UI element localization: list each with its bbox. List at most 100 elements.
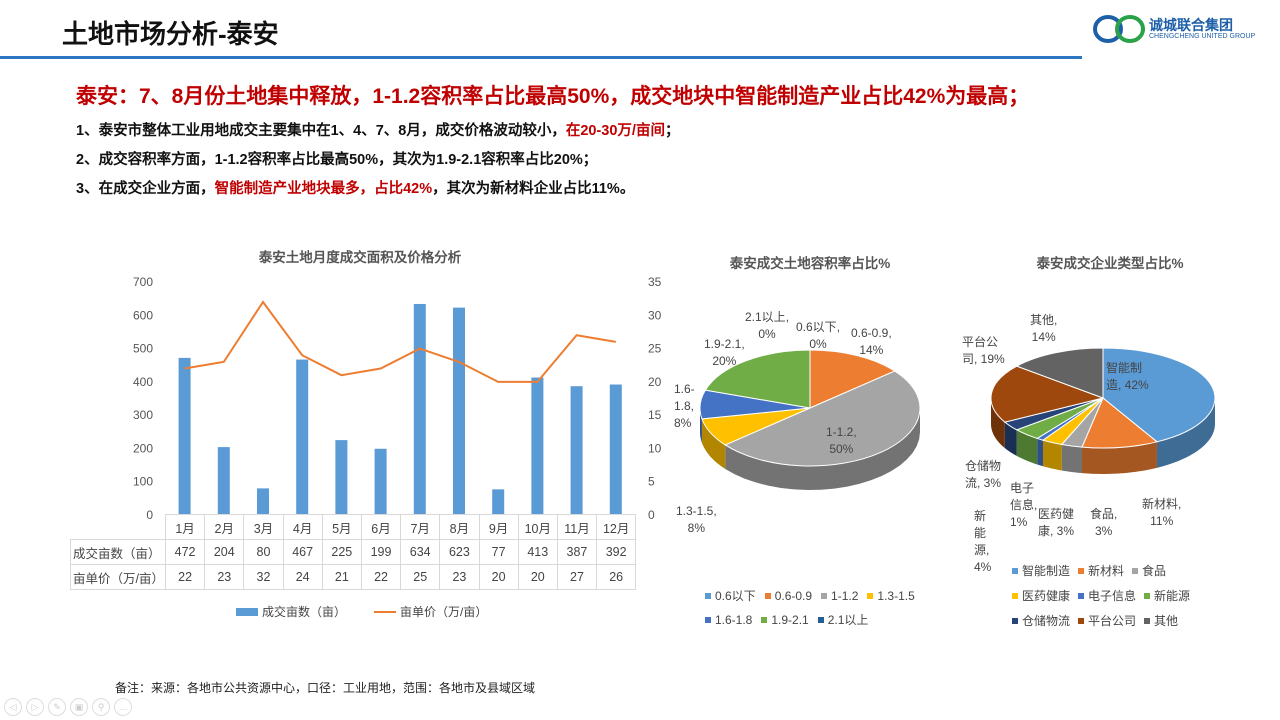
chart-data-table: 1月 2月 3月 4月 5月 6月 7月 8月 9月 10月 11月 12月 成交亩数（亩） 472 20… — [70, 514, 637, 590]
legend-swatch — [1078, 617, 1085, 624]
right-axis-tick: 20 — [648, 375, 662, 389]
left-axis-tick: 600 — [133, 308, 153, 322]
pie1-label-1-1.2: 1-1.2, 50% — [826, 425, 857, 456]
pie2-label-仓储物流: 仓储物 流, 3% — [965, 459, 1002, 490]
price-cell: 27 — [556, 564, 598, 590]
legend-label: 医药健康 — [1022, 589, 1071, 603]
industry-pie-chart — [990, 347, 1216, 474]
price-cell: 25 — [400, 564, 441, 590]
logo-text: 诚城联合集团 — [1149, 17, 1233, 33]
slice-side-新材料 — [1082, 441, 1157, 474]
slides-icon[interactable]: ▣ — [70, 698, 88, 716]
area-cell: 413 — [517, 539, 558, 565]
legend-item: 2.1以上 — [817, 611, 868, 628]
month-label: 3月 — [243, 514, 284, 540]
legend-item: 0.6以下 — [705, 587, 756, 604]
price-cell: 21 — [321, 564, 362, 590]
pie2-label-智能制造: 智能制 造, 42% — [1106, 361, 1149, 392]
pie2-label-电子信息: 电子 信息, 1% — [1010, 481, 1038, 529]
legend-swatch — [1132, 567, 1139, 574]
area-cell: 392 — [596, 539, 637, 565]
legend-swatch — [1144, 592, 1151, 599]
point-text: 2、成交容积率方面，1-1.2容积率占比最高50%，其次为1.9-2.1容积率占… — [76, 152, 598, 168]
company-logo: 诚城联合集团 CHENGCHENG UNITED GROUP — [1092, 12, 1262, 46]
legend-swatch — [374, 610, 397, 613]
month-label: 1月 — [164, 514, 206, 540]
bar-9月 — [492, 489, 505, 515]
price-cell: 23 — [204, 564, 245, 590]
area-cell: 80 — [243, 539, 284, 565]
month-label: 8月 — [439, 514, 480, 540]
left-axis-tick: 200 — [133, 441, 153, 455]
price-cell: 22 — [360, 564, 402, 590]
pie1-label-1.6-1.8: 1.6- 1.8, 8% — [674, 382, 695, 430]
slice-side-电子信息 — [1037, 438, 1043, 467]
legend-label: 平台公司 — [1088, 614, 1137, 628]
area-cell: 199 — [360, 539, 402, 565]
month-label: 5月 — [321, 514, 362, 540]
legend-swatch — [817, 616, 824, 623]
bar-2月 — [217, 447, 230, 515]
slice-0.6-0.9 — [809, 349, 896, 409]
pie1-legend: 0.6以下 0.6-0.9 1-1.2 1.3-1.5 1.6-1.8 1.9-2.1 2.… — [705, 587, 935, 628]
legend-label: 智能制造 — [1022, 564, 1071, 578]
legend-swatch — [867, 592, 874, 599]
right-axis-tick: 10 — [648, 441, 662, 455]
slice-side-医药健康 — [1042, 440, 1062, 471]
point-text: 1、泰安市整体工业用地成交主要集中在1、4、7、8月，成交价格波动较小， — [76, 123, 566, 139]
slice-1-1.2 — [724, 370, 921, 467]
pie2-label-医药健康: 医药健 康, 3% — [1038, 507, 1075, 538]
next-icon[interactable]: ▷ — [26, 698, 44, 716]
legend-swatch — [705, 616, 711, 623]
point-3: 3、在成交企业方面，智能制造产业地块最多，占比42%，其次为新材料企业占比11%… — [76, 177, 634, 198]
legend-label: 亩单价（万/亩） — [400, 605, 488, 619]
legend-item: 1.9-2.1 — [761, 611, 809, 628]
legend-item: 平台公司 — [1078, 612, 1136, 629]
right-axis-tick: 15 — [648, 408, 662, 422]
footnote: 备注：来源：各地市公共资源中心，口径：工业用地，范围：各地市及县域区域 — [115, 681, 536, 695]
legend-label: 食品 — [1142, 564, 1167, 578]
legend-swatch — [705, 592, 711, 599]
legend-item: 1-1.2 — [821, 587, 858, 604]
month-label: 2月 — [204, 514, 245, 540]
month-label: 7月 — [400, 514, 441, 540]
legend-swatch — [1078, 592, 1085, 599]
combo-chart: 0 100 200 300 400 500 600 700 0 5 10 15 20 25 30 35 — [133, 275, 662, 520]
prev-icon[interactable]: ◁ — [4, 698, 22, 716]
left-axis-tick: 0 — [146, 508, 153, 520]
slice-side-智能制造 — [1156, 398, 1215, 468]
point-text: ； — [664, 123, 680, 139]
point-text: 3、在成交企业方面， — [76, 181, 215, 197]
left-axis-tick: 300 — [133, 408, 153, 422]
slice-1.9-2.1 — [704, 349, 811, 409]
slice-智能制造 — [1102, 347, 1216, 443]
more-icon[interactable]: … — [114, 698, 132, 716]
month-label: 6月 — [360, 514, 402, 540]
legend-item: 1.3-1.5 — [867, 587, 915, 604]
month-label: 11月 — [556, 514, 598, 540]
bar-5月 — [335, 440, 348, 515]
legend-swatch — [236, 607, 258, 616]
slice-side-食品 — [1061, 444, 1083, 474]
bar-1月 — [178, 357, 191, 515]
pen-icon[interactable]: ✎ — [48, 698, 66, 716]
point-text: ，其次为新材料企业占比11%。 — [432, 181, 635, 197]
left-axis-tick: 100 — [133, 475, 153, 489]
pie1-label-1.9-2.1: 1.9-2.1, 20% — [704, 337, 745, 368]
legend-label: 1.6-1.8 — [715, 612, 753, 627]
legend-label: 1.9-2.1 — [771, 612, 809, 627]
zoom-icon[interactable]: ⚲ — [92, 698, 110, 716]
legend-label: 1-1.2 — [831, 588, 859, 603]
title-divider — [0, 56, 1082, 59]
legend-item-area: 成交亩数（亩） — [236, 603, 346, 620]
legend-label: 其他 — [1154, 614, 1179, 628]
legend-item: 新材料 — [1078, 562, 1124, 579]
price-cell: 24 — [282, 564, 323, 590]
price-cell: 26 — [596, 564, 637, 590]
pie2-legend: 智能制造 新材料 食品 医药健康 电子信息 新能源 仓储物流 平台公司 其他 — [1012, 562, 1232, 629]
legend-item-price: 亩单价（万/亩） — [374, 603, 487, 620]
pie1-label-0.6-0.9: 0.6-0.9, 14% — [851, 326, 892, 357]
legend-item: 医药健康 — [1012, 587, 1070, 604]
slice-side-仓储物流 — [1004, 422, 1017, 456]
pie2-label-新材料: 新材料, 11% — [1142, 497, 1182, 528]
